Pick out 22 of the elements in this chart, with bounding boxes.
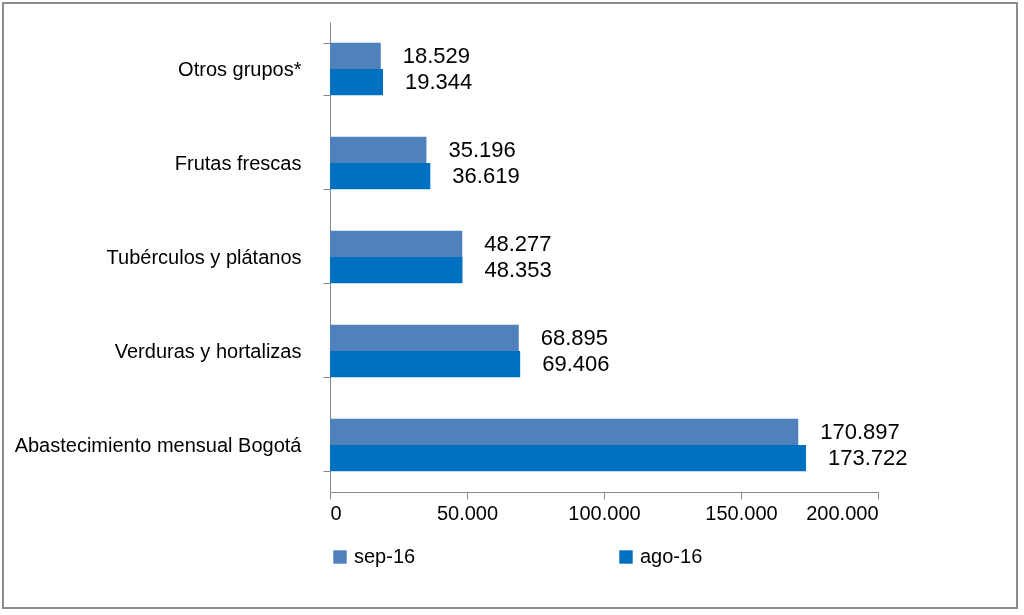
y-tick-label: Frutas frescas [174, 151, 302, 174]
y-tick-label: Tubérculos y plátanos [106, 245, 302, 268]
data-label: 170.897 [820, 418, 900, 444]
data-label: 35.196 [448, 136, 516, 162]
y-tick-label: Abastecimiento mensual Bogotá [14, 433, 303, 456]
data-label: 48.277 [484, 230, 552, 256]
data-label: 48.353 [484, 257, 552, 283]
legend-label: sep-16 [354, 545, 416, 567]
data-label: 69.406 [542, 351, 610, 377]
data-label: 173.722 [828, 445, 908, 471]
x-tick-label: 100.000 [568, 501, 641, 524]
x-tick-label: 200.000 [806, 501, 879, 524]
data-label: 36.619 [452, 163, 520, 189]
legend-label: ago-16 [640, 545, 703, 567]
x-tick-label: 0 [330, 501, 342, 524]
data-label: 18.529 [402, 42, 471, 68]
data-label: 68.895 [540, 324, 609, 350]
x-tick-label: 50.000 [436, 501, 499, 524]
y-tick-label: Otros grupos* [178, 57, 302, 80]
data-label: 19.344 [405, 69, 473, 95]
x-tick-label: 150.000 [705, 501, 778, 524]
y-tick-label: Verduras y hortalizas [114, 339, 302, 362]
